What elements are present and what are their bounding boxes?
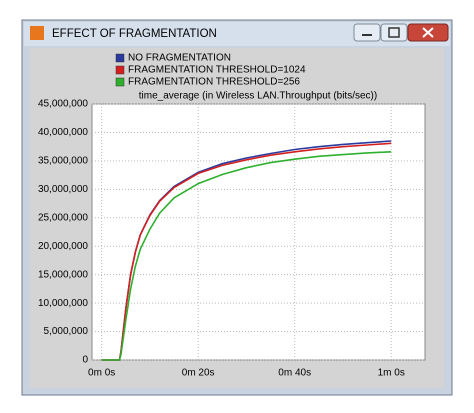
y-tick-label: 15,000,000 [38,269,88,280]
y-tick-label: 10,000,000 [38,298,88,309]
app-icon [30,26,44,40]
y-tick-label: 40,000,000 [38,127,88,138]
y-tick-label: 5,000,000 [44,326,89,337]
legend-label: FRAGMENTATION THRESHOLD=1024 [128,65,306,76]
series-line [101,151,392,361]
maximize-button[interactable] [380,23,408,42]
minimize-button[interactable] [353,23,381,42]
legend-label: NO FRAGMENTATION [128,53,231,64]
legend-swatch [115,77,125,87]
chart-title: time_average (in Wireless LAN.Throughput… [139,91,377,102]
close-icon [422,27,434,38]
maximize-icon [388,27,400,38]
x-tick-label: 1m 0s [378,368,405,379]
y-tick-label: 0 [82,355,88,366]
window-title: EFFECT OF FRAGMENTATION [52,28,217,40]
x-tick-label: 0m 20s [182,368,215,379]
y-tick-label: 25,000,000 [38,212,88,223]
legend-swatch [115,65,125,75]
y-tick-label: 35,000,000 [38,156,88,167]
y-tick-label: 30,000,000 [38,184,88,195]
y-tick-label: 45,000,000 [38,99,88,110]
legend-label: FRAGMENTATION THRESHOLD=256 [128,77,300,88]
x-tick-label: 0m 40s [278,368,311,379]
plot-area [91,103,426,361]
legend-swatch [115,53,125,63]
series-line [101,142,392,361]
x-tick-label: 0m 0s [88,368,115,379]
y-tick-label: 20,000,000 [38,241,88,252]
